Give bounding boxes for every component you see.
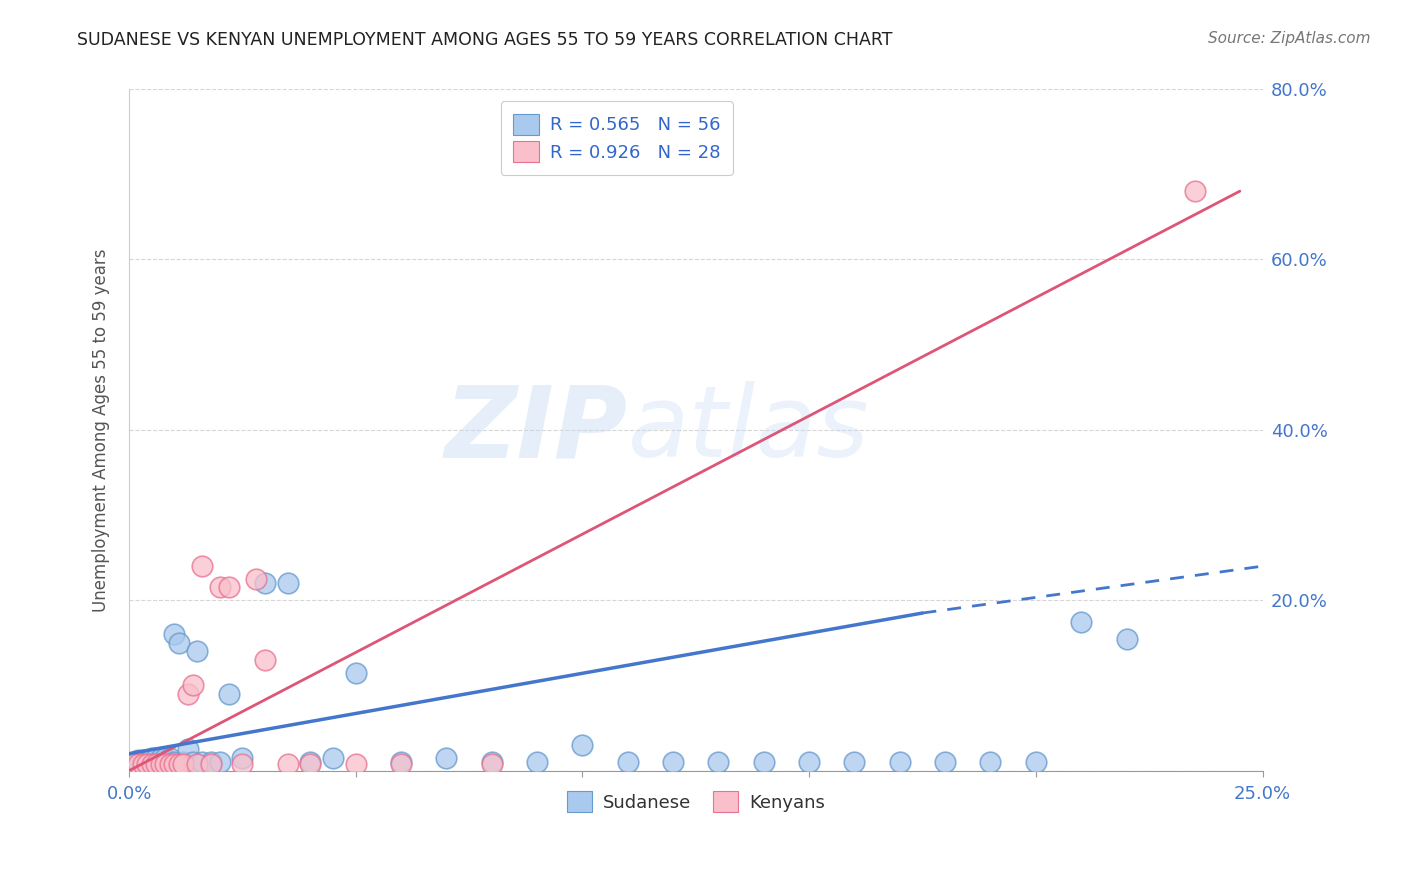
Point <box>136 755 159 769</box>
Point <box>159 755 181 769</box>
Point <box>299 755 322 769</box>
Point <box>218 581 240 595</box>
Point <box>181 755 204 769</box>
Point <box>173 755 195 769</box>
Point <box>131 754 153 768</box>
Point <box>752 755 775 769</box>
Point <box>155 756 177 771</box>
Text: ZIP: ZIP <box>444 381 628 478</box>
Point <box>186 756 208 771</box>
Point <box>163 627 186 641</box>
Point <box>254 653 277 667</box>
Point <box>131 759 153 773</box>
Point <box>136 756 159 771</box>
Point <box>149 751 172 765</box>
Point <box>141 759 163 773</box>
Point <box>159 756 181 771</box>
Point <box>389 756 412 771</box>
Point <box>141 751 163 765</box>
Point <box>1184 184 1206 198</box>
Point <box>173 756 195 771</box>
Point <box>277 576 299 591</box>
Point <box>141 756 163 771</box>
Point <box>797 755 820 769</box>
Point <box>200 755 222 769</box>
Point <box>1070 615 1092 629</box>
Point <box>844 755 866 769</box>
Point <box>707 755 730 769</box>
Point <box>322 751 344 765</box>
Point <box>145 751 167 765</box>
Point <box>163 756 186 771</box>
Point <box>186 644 208 658</box>
Point <box>141 756 163 771</box>
Point <box>149 756 172 771</box>
Point <box>662 755 685 769</box>
Point <box>190 559 212 574</box>
Text: atlas: atlas <box>628 381 869 478</box>
Point <box>136 759 159 773</box>
Point <box>149 756 172 771</box>
Point <box>526 755 548 769</box>
Point <box>436 751 458 765</box>
Point <box>122 759 145 773</box>
Point <box>131 756 153 771</box>
Point <box>181 678 204 692</box>
Point <box>1115 632 1137 646</box>
Point <box>177 687 200 701</box>
Text: Source: ZipAtlas.com: Source: ZipAtlas.com <box>1208 31 1371 46</box>
Point <box>127 756 149 771</box>
Point <box>208 755 231 769</box>
Point <box>163 755 186 769</box>
Point <box>208 581 231 595</box>
Point <box>122 756 145 771</box>
Point <box>344 665 367 680</box>
Point <box>481 755 503 769</box>
Point <box>127 756 149 771</box>
Point <box>1025 755 1047 769</box>
Point <box>245 572 267 586</box>
Point <box>571 738 593 752</box>
Point <box>389 755 412 769</box>
Point <box>200 756 222 771</box>
Point <box>155 751 177 765</box>
Point <box>145 755 167 769</box>
Point <box>127 759 149 773</box>
Point <box>145 756 167 771</box>
Point <box>231 751 253 765</box>
Point <box>934 755 956 769</box>
Y-axis label: Unemployment Among Ages 55 to 59 years: Unemployment Among Ages 55 to 59 years <box>93 248 110 612</box>
Text: SUDANESE VS KENYAN UNEMPLOYMENT AMONG AGES 55 TO 59 YEARS CORRELATION CHART: SUDANESE VS KENYAN UNEMPLOYMENT AMONG AG… <box>77 31 893 49</box>
Point <box>177 742 200 756</box>
Point <box>127 754 149 768</box>
Point <box>299 756 322 771</box>
Point <box>218 687 240 701</box>
Legend: Sudanese, Kenyans: Sudanese, Kenyans <box>555 780 835 823</box>
Point <box>145 759 167 773</box>
Point <box>481 756 503 771</box>
Point <box>190 755 212 769</box>
Point <box>277 756 299 771</box>
Point <box>231 756 253 771</box>
Point <box>167 756 190 771</box>
Point <box>131 756 153 771</box>
Point <box>344 756 367 771</box>
Point <box>979 755 1001 769</box>
Point <box>159 751 181 765</box>
Point <box>155 756 177 771</box>
Point <box>617 755 640 769</box>
Point <box>254 576 277 591</box>
Point <box>167 636 190 650</box>
Point <box>122 756 145 771</box>
Point <box>889 755 911 769</box>
